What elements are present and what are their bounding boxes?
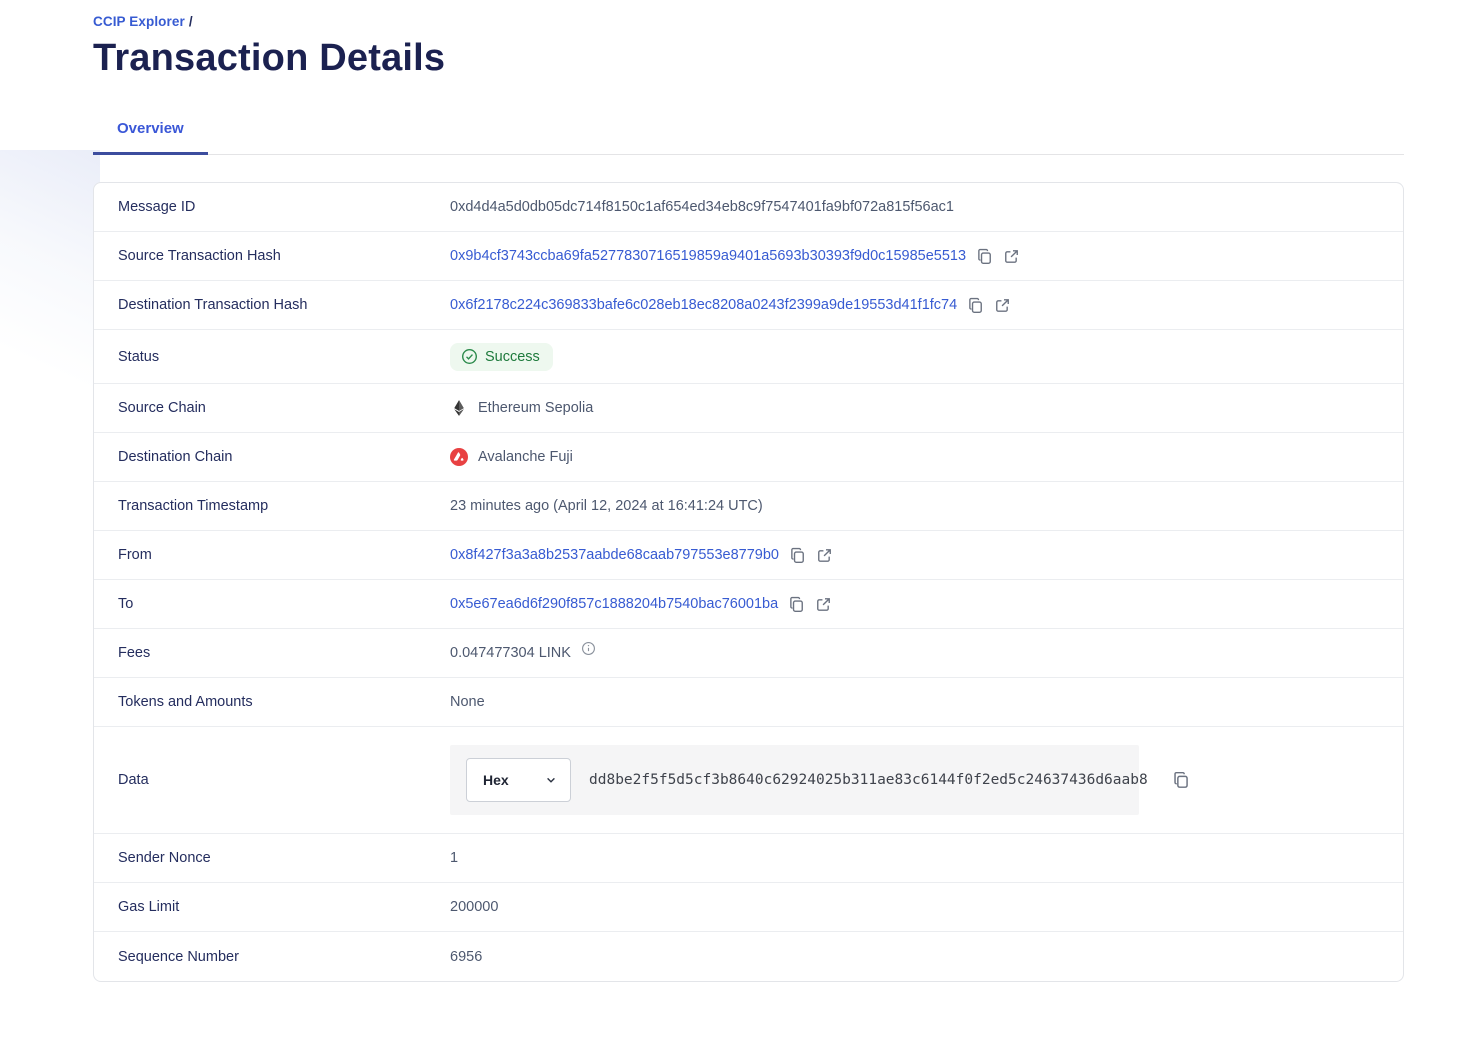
row-from: From 0x8f427f3a3a8b2537aabde68caab797553… <box>94 531 1403 580</box>
message-id-label: Message ID <box>118 199 196 215</box>
copy-icon[interactable] <box>966 296 984 314</box>
external-link-icon[interactable] <box>1002 247 1020 265</box>
dest-tx-hash-label: Destination Transaction Hash <box>118 297 308 313</box>
external-link-icon[interactable] <box>815 546 833 564</box>
info-icon[interactable] <box>581 641 596 656</box>
fees-value: 0.047477304 LINK <box>450 645 571 661</box>
row-timestamp: Transaction Timestamp 23 minutes ago (Ap… <box>94 482 1403 531</box>
tokens-label: Tokens and Amounts <box>118 694 253 710</box>
data-label: Data <box>118 772 149 788</box>
row-source-chain: Source Chain Ethereum Sepolia <box>94 384 1403 433</box>
source-chain-label: Source Chain <box>118 400 206 416</box>
row-status: Status Success <box>94 330 1403 384</box>
copy-icon[interactable] <box>788 546 806 564</box>
data-format-selected: Hex <box>483 772 509 788</box>
timestamp-label: Transaction Timestamp <box>118 498 269 514</box>
source-tx-hash-link[interactable]: 0x9b4cf3743ccba69fa5277830716519859a9401… <box>450 248 967 264</box>
to-label: To <box>118 596 134 612</box>
row-tokens: Tokens and Amounts None <box>94 678 1403 727</box>
chevron-down-icon <box>545 774 557 786</box>
to-address-link[interactable]: 0x5e67ea6d6f290f857c1888204b7540bac76001… <box>450 596 779 612</box>
breadcrumb-separator: / <box>188 14 193 29</box>
external-link-icon[interactable] <box>993 296 1011 314</box>
tokens-value: None <box>450 694 485 710</box>
row-destination-chain: Destination Chain Avalanche Fuji <box>94 433 1403 482</box>
source-tx-hash-label: Source Transaction Hash <box>118 248 281 264</box>
data-format-select[interactable]: Hex <box>466 758 571 802</box>
copy-icon[interactable] <box>1172 771 1190 789</box>
row-message-id: Message ID 0xd4d4a5d0db05dc714f8150c1af6… <box>94 183 1403 232</box>
row-source-tx-hash: Source Transaction Hash 0x9b4cf3743ccba6… <box>94 232 1403 281</box>
fees-label: Fees <box>118 645 151 661</box>
row-sender-nonce: Sender Nonce 1 <box>94 834 1403 883</box>
row-to: To 0x5e67ea6d6f290f857c1888204b7540bac76… <box>94 580 1403 629</box>
transaction-details-page: CCIP Explorer / Transaction Details Overv… <box>93 14 1404 982</box>
copy-icon[interactable] <box>975 247 993 265</box>
avalanche-icon <box>450 448 468 466</box>
data-hex-value: dd8be2f5f5d5cf3b8640c62924025b311ae83c61… <box>589 772 1148 788</box>
message-id-value: 0xd4d4a5d0db05dc714f8150c1af654ed34eb8c9… <box>450 199 954 215</box>
sequence-number-label: Sequence Number <box>118 948 239 965</box>
row-fees: Fees 0.047477304 LINK <box>94 629 1403 678</box>
check-circle-icon <box>460 348 478 366</box>
tab-overview[interactable]: Overview <box>93 120 208 155</box>
row-sequence-number: Sequence Number 6956 <box>94 932 1403 981</box>
gas-limit-label: Gas Limit <box>118 899 180 915</box>
tab-bar: Overview <box>93 120 1404 155</box>
breadcrumb: CCIP Explorer / <box>93 14 1404 29</box>
status-label: Status <box>118 348 160 365</box>
transaction-details-card: Message ID 0xd4d4a5d0db05dc714f8150c1af6… <box>93 182 1404 982</box>
destination-chain-label: Destination Chain <box>118 449 233 465</box>
gas-limit-value: 200000 <box>450 899 499 915</box>
ethereum-icon <box>450 399 468 417</box>
row-gas-limit: Gas Limit 200000 <box>94 883 1403 932</box>
destination-chain-name: Avalanche Fuji <box>478 449 573 465</box>
external-link-icon[interactable] <box>814 595 832 613</box>
status-badge-text: Success <box>485 348 540 365</box>
data-hex-box: Hex dd8be2f5f5d5cf3b8640c62924025b311ae8… <box>450 745 1148 815</box>
sender-nonce-label: Sender Nonce <box>118 850 211 866</box>
sender-nonce-value: 1 <box>450 850 459 866</box>
page-title: Transaction Details <box>93 37 446 79</box>
status-badge: Success <box>450 342 553 371</box>
from-label: From <box>118 547 152 563</box>
row-data: Data Hex dd8be2f5f5d5cf3b8640c62924025b3… <box>94 727 1403 834</box>
copy-icon[interactable] <box>787 595 805 613</box>
source-chain-name: Ethereum Sepolia <box>478 400 594 416</box>
breadcrumb-ccip-explorer-link[interactable]: CCIP Explorer <box>93 14 185 29</box>
timestamp-value: 23 minutes ago (April 12, 2024 at 16:41:… <box>450 498 763 514</box>
row-dest-tx-hash: Destination Transaction Hash 0x6f2178c22… <box>94 281 1403 330</box>
dest-tx-hash-link[interactable]: 0x6f2178c224c369833bafe6c028eb18ec8208a0… <box>450 297 958 313</box>
sequence-number-value: 6956 <box>450 948 483 965</box>
from-address-link[interactable]: 0x8f427f3a3a8b2537aabde68caab797553e8779… <box>450 547 779 563</box>
